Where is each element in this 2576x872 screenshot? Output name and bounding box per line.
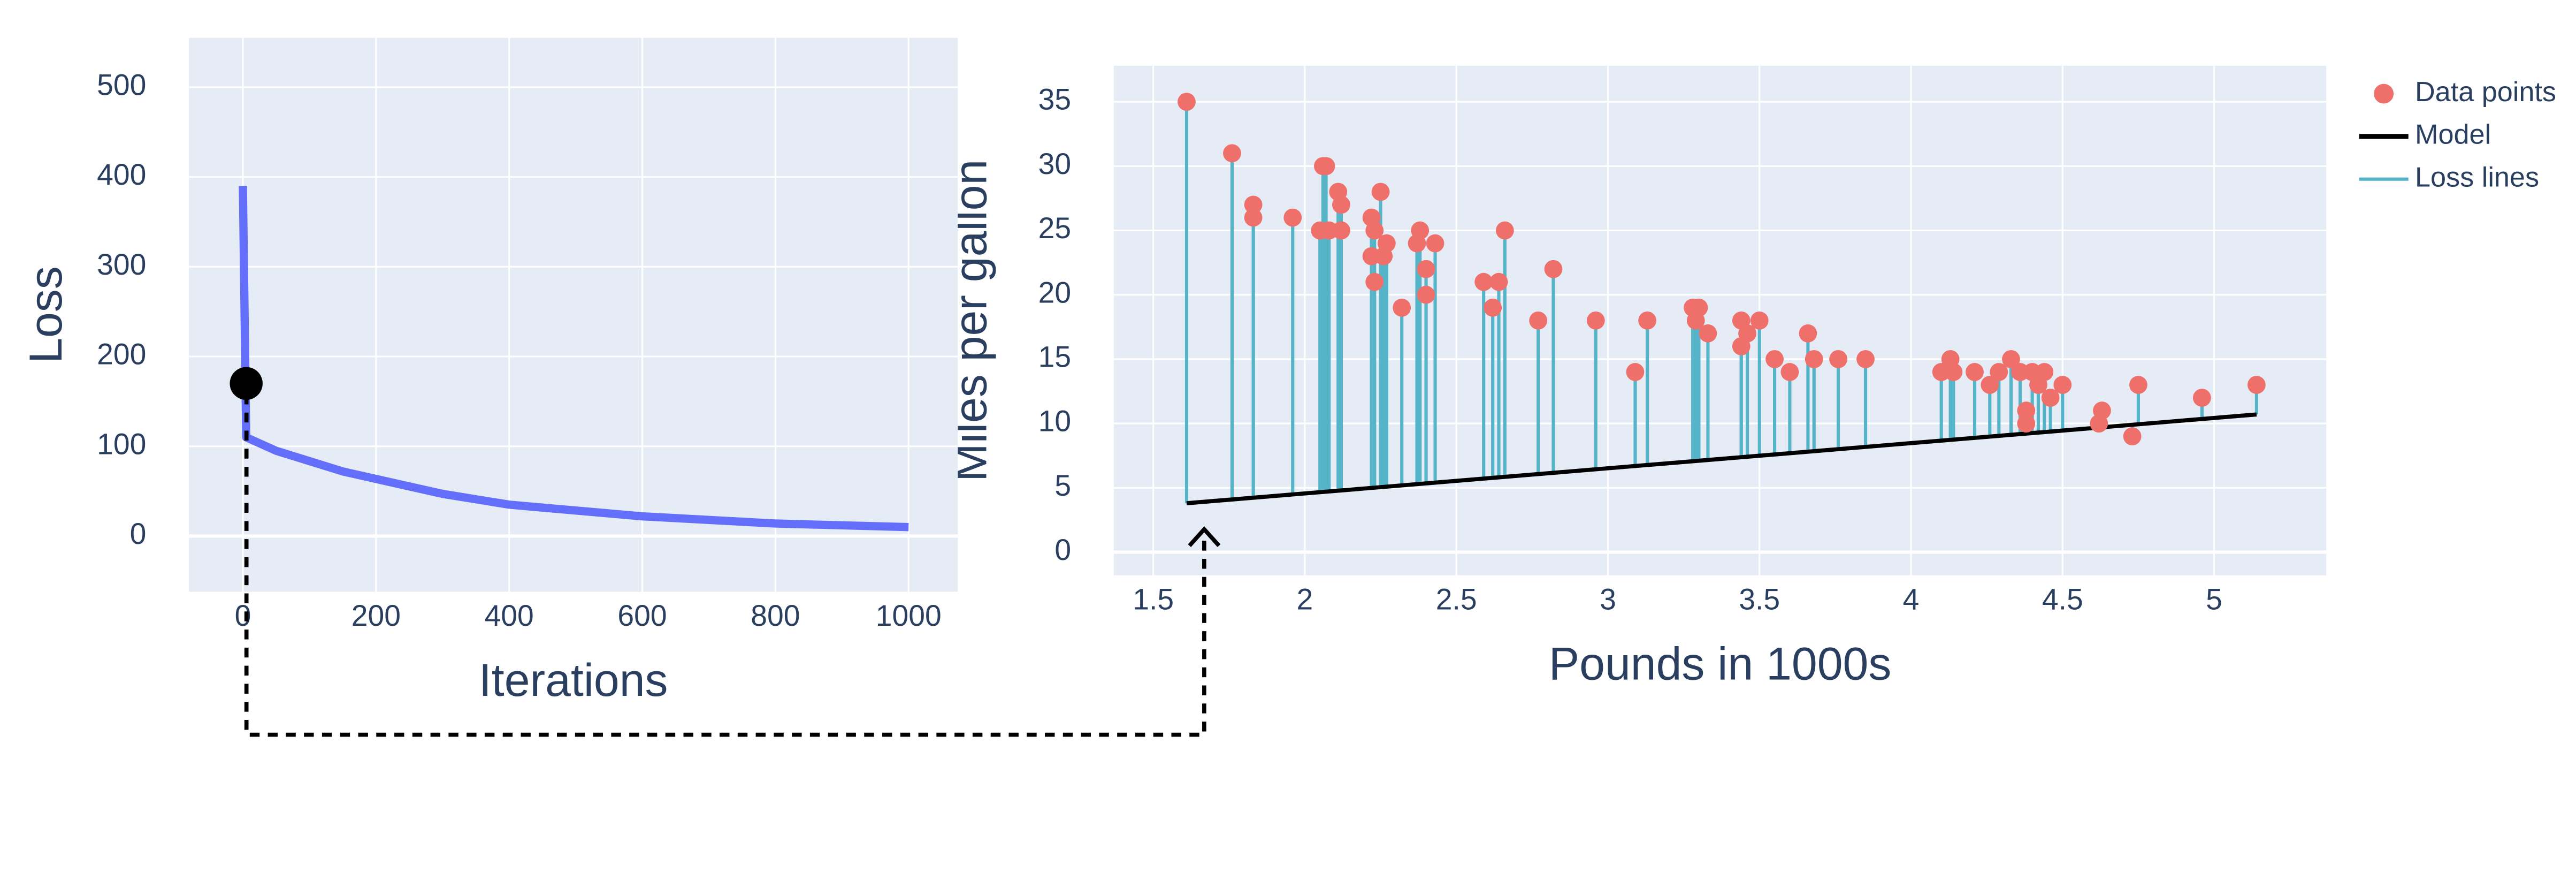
x-tick-label: 200 bbox=[351, 599, 401, 632]
x-tick-label: 5 bbox=[2206, 582, 2222, 616]
highlight-point bbox=[230, 367, 263, 400]
data-point bbox=[1489, 272, 1508, 291]
data-point bbox=[1417, 285, 1435, 304]
x-tick-label: 4.5 bbox=[2042, 582, 2083, 616]
data-point bbox=[1638, 311, 1657, 330]
data-point bbox=[1244, 195, 1263, 214]
chart: 0 200 400 600 800 1000 0 100 200 300 400 500 Iterati… bbox=[20, 37, 958, 706]
data-point bbox=[2129, 376, 2147, 394]
data-point bbox=[1474, 272, 1493, 291]
arrow-connector bbox=[244, 394, 1221, 737]
data-point bbox=[1393, 298, 1411, 317]
x-tick-label: 1.5 bbox=[1133, 582, 1174, 616]
x-axis-title: Iterations bbox=[479, 655, 668, 706]
data-point bbox=[1765, 350, 1784, 368]
legend-label: Model bbox=[2415, 119, 2491, 150]
data-point bbox=[1626, 363, 1645, 381]
y-tick-label: 30 bbox=[1038, 147, 1071, 180]
y-tick-label: 10 bbox=[1038, 405, 1071, 438]
data-point bbox=[1411, 221, 1430, 240]
x-tick-label: 1000 bbox=[876, 599, 942, 632]
model-line bbox=[1186, 412, 2257, 505]
data-point bbox=[1417, 260, 1435, 278]
data-point bbox=[1780, 363, 1799, 381]
data-point bbox=[1805, 350, 1823, 368]
y-tick-label: 25 bbox=[1038, 211, 1071, 245]
data-point bbox=[2041, 389, 2060, 407]
arrow-head bbox=[1188, 526, 1221, 548]
data-point bbox=[2193, 389, 2211, 407]
plot-background bbox=[1114, 65, 2327, 575]
data-point bbox=[1981, 376, 1999, 394]
y-tick-label: 200 bbox=[97, 338, 146, 371]
data-point bbox=[1378, 234, 1396, 253]
y-tick-label: 0 bbox=[1054, 533, 1071, 566]
data-point bbox=[1244, 208, 1263, 227]
y-axis-title: Loss bbox=[20, 266, 72, 363]
data-point bbox=[1829, 350, 1847, 368]
data-point bbox=[1317, 157, 1335, 176]
data-point bbox=[2002, 350, 2020, 368]
x-tick-label: 400 bbox=[485, 599, 534, 632]
data-point bbox=[2035, 363, 2054, 381]
data-point bbox=[1283, 208, 1302, 227]
x-tick-label: 2 bbox=[1297, 582, 1313, 616]
x-tick-label: 800 bbox=[751, 599, 800, 632]
data-point bbox=[1856, 350, 1875, 368]
data-point bbox=[1529, 311, 1548, 330]
chart: 1.5 2 2.5 3 3.5 4 4.5 5 0 5 10 15 20 25 30 35 Pounds in … bbox=[945, 65, 2556, 689]
y-tick-label: 300 bbox=[97, 248, 146, 281]
legend-symbol bbox=[2374, 84, 2394, 104]
data-point bbox=[2093, 401, 2111, 420]
data-point bbox=[1426, 234, 1444, 253]
data-point bbox=[1365, 272, 1384, 291]
x-tick-label: 3.5 bbox=[1739, 582, 1780, 616]
y-tick-label: 400 bbox=[97, 158, 146, 191]
y-tick-label: 20 bbox=[1038, 276, 1071, 309]
data-point bbox=[1799, 324, 1817, 343]
x-tick-label: 0 bbox=[235, 599, 251, 632]
data-point bbox=[1544, 260, 1563, 278]
data-point bbox=[2017, 414, 2036, 433]
y-tick-label: 35 bbox=[1038, 83, 1071, 116]
x-tick-label: 4 bbox=[1903, 582, 1920, 616]
y-tick-label: 500 bbox=[97, 68, 146, 101]
data-point bbox=[1944, 363, 1963, 381]
loss-curve bbox=[239, 186, 909, 532]
y-tick-label: 5 bbox=[1054, 469, 1071, 502]
y-tick-label: 0 bbox=[130, 517, 147, 550]
data-point bbox=[1750, 311, 1769, 330]
data-point bbox=[1990, 363, 2008, 381]
dashed-arrow bbox=[244, 394, 1206, 737]
data-point bbox=[1495, 221, 1514, 240]
x-tick-label: 600 bbox=[617, 599, 667, 632]
legend-label: Loss lines bbox=[2415, 162, 2539, 193]
data-point bbox=[1738, 324, 1756, 343]
x-axis-title: Pounds in 1000s bbox=[1549, 638, 1891, 689]
data-point bbox=[2053, 376, 2072, 394]
x-tick-label: 3 bbox=[1600, 582, 1616, 616]
data-point bbox=[1365, 221, 1384, 240]
data-point bbox=[1371, 183, 1390, 201]
data-point bbox=[1223, 144, 1241, 163]
y-tick-label: 100 bbox=[97, 427, 146, 460]
data-point bbox=[2123, 427, 2142, 446]
plot-background bbox=[189, 37, 958, 592]
data-point bbox=[2017, 401, 2036, 420]
data-point bbox=[1178, 93, 1196, 111]
y-tick-label: 15 bbox=[1038, 340, 1071, 373]
data-point bbox=[1586, 311, 1605, 330]
data-point bbox=[2247, 376, 2266, 394]
legend-label: Data points bbox=[2415, 77, 2556, 108]
x-tick-label: 2.5 bbox=[1436, 582, 1477, 616]
data-point bbox=[1699, 324, 1717, 343]
data-point bbox=[1332, 221, 1350, 240]
data-point bbox=[1332, 195, 1350, 214]
data-point bbox=[1690, 298, 1708, 317]
data-point bbox=[1966, 363, 1984, 381]
data-point bbox=[1484, 298, 1502, 317]
